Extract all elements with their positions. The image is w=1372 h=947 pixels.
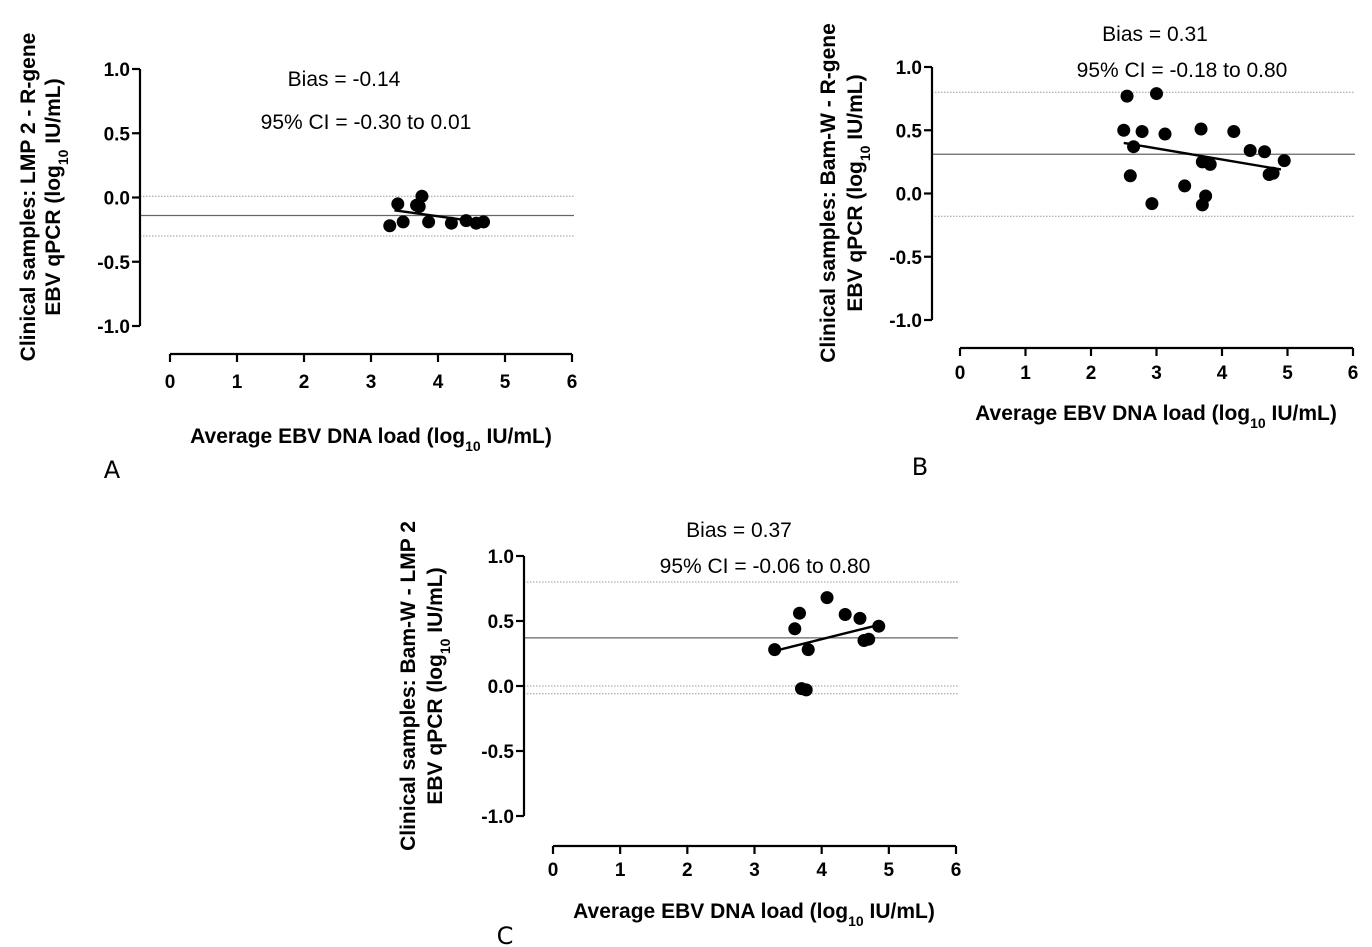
y-tick-label: 1.0 [104,60,130,81]
y-tick-label: 1.0 [896,58,922,79]
data-point [1150,87,1163,101]
chart-panel-c: 1.0 0.5 0.0 -0.5 -1.0 0 1 2 3 4 5 6 Bias = 0.37 95% C… [397,519,961,947]
data-point [1258,145,1272,159]
y-tick-label: 0.5 [488,612,515,633]
y-axis-title-line2: EBV qPCR (log10 IU/mL) [844,74,873,311]
x-tick-label: 0 [548,860,559,881]
x-tick-label: 4 [1217,363,1228,384]
y-tick-label: 0.0 [104,189,130,210]
data-point [838,608,852,621]
x-tick-label: 3 [749,860,760,881]
bias-annotation: Bias = 0.37 [686,519,792,542]
y-axis-title-line2: EBV qPCR (log10 IU/mL) [424,567,453,804]
y-tick-label: -0.5 [481,742,514,763]
data-point [1127,140,1141,154]
data-point [415,189,429,203]
x-tick-label: 3 [1151,363,1162,384]
y-tick-label: 1.0 [488,547,514,568]
x-tick-label: 2 [299,372,310,393]
y-tick-label: 0.0 [896,185,922,206]
data-point [1277,154,1291,168]
y-tick-label: -0.5 [889,248,922,269]
x-tick-label: 5 [884,860,895,881]
data-point [768,643,782,657]
data-point [1135,125,1149,139]
y-tick-label: 0.0 [488,677,514,698]
data-point [788,622,802,636]
x-axis-title: Average EBV DNA load (log10 IU/mL) [573,900,935,929]
y-axis-title-line1: Clinical samples: Bam-W - LMP 2 [397,521,420,851]
data-point [383,219,397,233]
x-tick-label: 4 [816,860,827,881]
x-tick-label: 6 [1348,363,1359,384]
x-tick-label: 5 [500,372,511,393]
regression-line [774,623,880,653]
data-point [853,611,867,625]
data-point [1120,89,1134,103]
data-point [1123,169,1137,183]
data-point [1199,189,1213,203]
x-tick-label: 0 [165,372,176,393]
data-point [412,199,426,213]
data-point [477,215,491,229]
y-tick-label: -1.0 [97,317,130,338]
x-tick-label: 2 [1086,363,1097,384]
data-point [862,632,876,646]
data-point [1203,157,1217,171]
y-tick-label: 0.5 [896,121,923,142]
x-tick-label: 2 [682,860,693,881]
data-point [820,591,834,605]
data-point [1266,166,1280,180]
x-tick-label: 5 [1282,363,1293,384]
data-point [444,216,458,230]
chart-panel-b: 1.0 0.5 0.0 -0.5 -1.0 0 1 2 3 4 5 6 Bias = 0.31 95% C… [817,23,1358,481]
bias-annotation: Bias = -0.14 [288,68,401,91]
data-point [801,643,815,657]
ci-annotation: 95% CI = -0.18 to 0.80 [1077,59,1288,82]
data-point [1117,123,1131,137]
y-axis-title-line1: Clinical samples: LMP 2 - R-gene [17,33,40,362]
x-tick-label: 1 [1020,363,1031,384]
y-axis-title-line2: EBV qPCR (log10 IU/mL) [42,78,71,315]
y-tick-label: 0.5 [104,124,131,145]
x-axis-title: Average EBV DNA load (log10 IU/mL) [190,425,552,454]
y-axis-title-line1: Clinical samples: Bam-W - R-gene [817,23,840,363]
data-point [1178,179,1192,193]
data-point [396,215,410,229]
data-point [1227,125,1241,139]
x-tick-label: 3 [366,372,377,393]
data-point [1158,127,1172,141]
panel-label: A [104,456,121,484]
data-point [459,214,473,228]
y-tick-label: -1.0 [481,807,514,828]
panel-label: B [912,453,928,481]
x-axis-title: Average EBV DNA load (log10 IU/mL) [975,402,1337,431]
y-tick-label: -0.5 [97,253,130,274]
x-tick-label: 1 [615,860,626,881]
y-tick-label: -1.0 [889,311,922,332]
data-point [872,619,886,633]
x-tick-label: 0 [955,363,966,384]
panel-label: C [497,922,514,947]
ci-annotation: 95% CI = -0.06 to 0.80 [660,555,871,578]
data-point [799,683,813,697]
bias-annotation: Bias = 0.31 [1102,23,1208,46]
x-tick-label: 4 [433,372,444,393]
data-point [391,197,405,211]
chart-panel-a: 1.0 0.5 0.0 -0.5 -1.0 0 1 2 3 4 5 6 Bias = -0.14 95% … [17,33,577,484]
x-tick-label: 6 [951,860,962,881]
data-point [1243,143,1257,157]
data-point [1194,122,1208,136]
x-tick-label: 1 [232,372,243,393]
ci-annotation: 95% CI = -0.30 to 0.01 [261,111,472,134]
data-point [422,215,436,229]
data-point [793,606,807,620]
x-tick-label: 6 [567,372,578,393]
data-point [1145,197,1159,211]
